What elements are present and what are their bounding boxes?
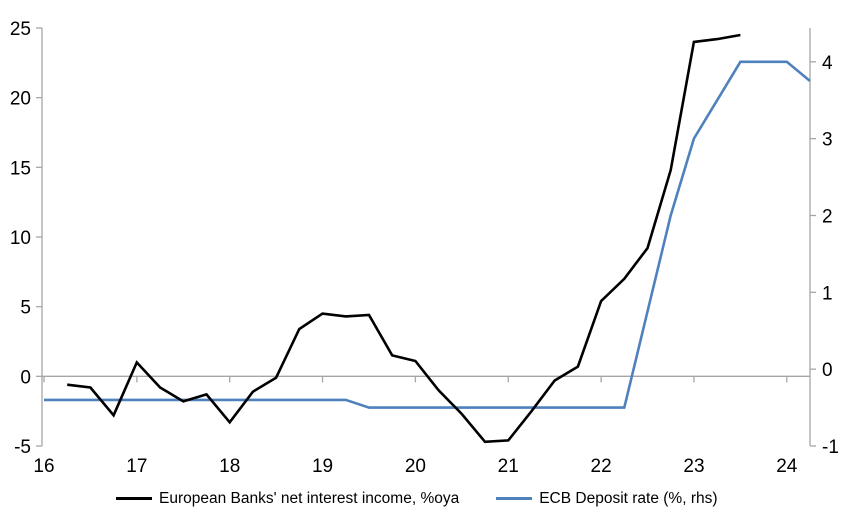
right-axis-tick-label: 0 bbox=[822, 360, 833, 381]
ecb-line bbox=[44, 60, 811, 409]
x-axis-tick-label: 19 bbox=[312, 456, 333, 477]
left-axis-tick-label: -5 bbox=[14, 437, 31, 458]
legend-item-ecb: ECB Deposit rate (%, rhs) bbox=[496, 490, 718, 507]
legend-label-nii: European Banks' net interest income, %oy… bbox=[159, 490, 460, 507]
left-axis-tick-label: 20 bbox=[10, 89, 31, 110]
nii-line-swatch bbox=[116, 497, 152, 501]
x-axis-tick-label: 17 bbox=[126, 456, 147, 477]
legend-item-nii: European Banks' net interest income, %oy… bbox=[116, 491, 459, 507]
legend: European Banks' net interest income, %oy… bbox=[116, 491, 718, 507]
right-axis-tick-label: 1 bbox=[822, 283, 833, 304]
x-axis-tick-label: 24 bbox=[776, 456, 798, 477]
x-axis-tick-label: 20 bbox=[405, 456, 426, 477]
left-axis-tick-label: 25 bbox=[10, 19, 31, 40]
left-axis-tick-label: 0 bbox=[20, 367, 31, 388]
right-axis-tick-label: 3 bbox=[822, 130, 833, 151]
left-axis-tick-label: 15 bbox=[10, 158, 31, 179]
right-axis-tick-label: -1 bbox=[822, 437, 839, 458]
ecb-line-swatch bbox=[496, 497, 533, 501]
left-axis-tick-label: 10 bbox=[10, 228, 31, 249]
x-axis-tick-label: 22 bbox=[591, 456, 612, 477]
x-axis-tick-label: 23 bbox=[683, 456, 704, 477]
x-axis-tick-label: 16 bbox=[33, 456, 54, 477]
left-axis-tick-label: 5 bbox=[20, 298, 31, 319]
legend-label-ecb: ECB Deposit rate (%, rhs) bbox=[539, 490, 718, 507]
x-axis-tick-label: 18 bbox=[219, 456, 240, 477]
right-axis-tick-label: 2 bbox=[822, 206, 833, 227]
nii-line bbox=[67, 33, 741, 444]
x-axis-tick-label: 21 bbox=[498, 456, 519, 477]
right-axis-tick-label: 4 bbox=[822, 53, 833, 74]
